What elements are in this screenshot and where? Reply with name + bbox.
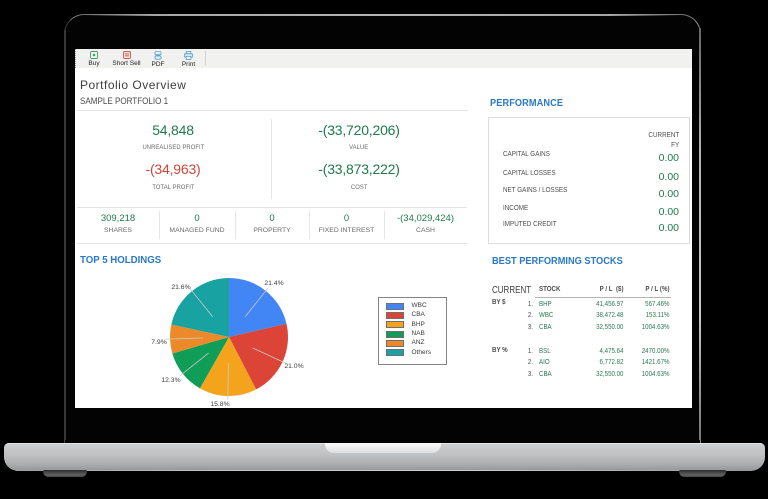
svg-text:21.6%: 21.6% <box>171 284 190 291</box>
svg-text:15.8%: 15.8% <box>210 401 229 408</box>
svg-text:7.9%: 7.9% <box>151 339 167 346</box>
svg-text:21.0%: 21.0% <box>284 363 303 370</box>
svg-text:12.3%: 12.3% <box>161 377 180 384</box>
svg-text:21.4%: 21.4% <box>264 280 283 287</box>
